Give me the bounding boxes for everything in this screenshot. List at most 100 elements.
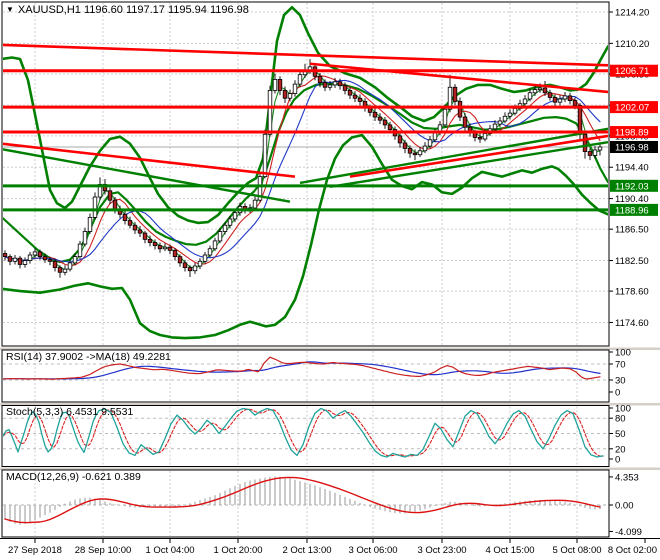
candle-body <box>347 90 353 96</box>
candle-body <box>267 90 273 135</box>
time-axis-label: 3 Oct 23:00 <box>417 545 466 556</box>
candle-body <box>452 86 458 102</box>
bollinger-upper-band[interactable] <box>2 6 608 225</box>
current-price-badge <box>610 141 658 154</box>
candle-body <box>112 199 118 210</box>
red-trendline[interactable] <box>349 134 608 178</box>
candle-body <box>187 267 193 272</box>
candle-body <box>582 133 588 152</box>
candle-body <box>287 93 293 99</box>
candle-body <box>557 98 563 103</box>
candle-body <box>382 119 388 126</box>
candle-body <box>182 262 188 268</box>
candle-body <box>357 97 363 102</box>
rsi-line <box>3 356 601 380</box>
candle-body <box>57 267 63 273</box>
candle-body <box>572 100 578 106</box>
rsi-indicator-label: RSI(14) 37.9002 ->MA(18) 49.2281 <box>6 351 171 363</box>
main-grid <box>3 3 608 345</box>
time-axis-label: 1 Oct 20:00 <box>213 545 262 556</box>
indicator-axis-label: 70 <box>615 360 626 371</box>
main-price-panel[interactable] <box>1 1 610 347</box>
panel-divider[interactable] <box>0 402 660 406</box>
rsi-lines <box>3 356 601 380</box>
candle-body <box>482 133 488 140</box>
candle-body <box>552 97 558 103</box>
green-trendline[interactable] <box>2 148 291 203</box>
panel-divider[interactable] <box>0 466 660 471</box>
candle-body <box>202 254 208 262</box>
price-axis-label: 1182.50 <box>615 256 649 267</box>
price-axis-label: 1194.40 <box>615 163 649 174</box>
candle-body <box>172 249 178 258</box>
candle-body <box>7 256 13 262</box>
main-plot-area[interactable] <box>1 1 610 347</box>
indicator-axis-label: 4.353 <box>615 472 639 483</box>
ma-medium-red-line <box>4 75 601 267</box>
green-trendline[interactable] <box>329 140 608 189</box>
candle-body <box>532 89 538 94</box>
stoch-k-line <box>3 407 604 458</box>
candle-body <box>232 212 238 220</box>
candle-body <box>72 256 78 264</box>
candle-body <box>412 152 418 156</box>
indicator-axis-label: 0.00 <box>615 501 634 512</box>
price-axis-label: 1214.20 <box>615 8 649 19</box>
red-trendline[interactable] <box>2 43 608 67</box>
time-axis-label: 3 Oct 06:00 <box>348 545 397 556</box>
panel-divider[interactable] <box>0 346 660 351</box>
price-badge-label: 1202.07 <box>615 103 649 114</box>
candle-body <box>147 238 153 243</box>
time-axis[interactable]: 27 Sep 2018 28 Sep 10:00 1 Oct 04:00 1 Oct … <box>0 538 660 557</box>
price-axis[interactable]: 1214.201210.201206.301202.301198.401194.… <box>609 8 658 329</box>
candle-body <box>317 75 323 83</box>
red-trendline[interactable] <box>309 62 608 94</box>
candle-body <box>522 98 528 105</box>
price-axis-label: 1210.20 <box>615 39 649 50</box>
candlestick-series[interactable] <box>3 59 603 278</box>
indicator-axis-label: 20 <box>615 444 626 455</box>
candle-body <box>397 135 403 144</box>
price-badge-label: 1188.96 <box>615 205 649 216</box>
candle-body <box>342 85 348 91</box>
indicator-axis-label: 100 <box>615 404 631 415</box>
candle-body <box>542 87 548 94</box>
macd-panel[interactable]: 4.353 0.00 -4.099 <box>1 469 642 538</box>
rsi-panel-grid <box>34 351 578 401</box>
candle-body <box>507 112 513 117</box>
candle-body <box>87 217 93 232</box>
price-axis-label: 1178.60 <box>615 287 649 298</box>
candle-body <box>377 116 383 121</box>
indicator-axis-label: 0 <box>615 455 620 466</box>
candle-body <box>62 268 68 273</box>
indicator-axis-label: 80 <box>615 414 626 425</box>
candle-body <box>162 246 168 250</box>
candle-body <box>372 111 378 118</box>
stoch-indicator-label: Stoch(5,3,3) 6.4531 9.5531 <box>6 406 134 418</box>
time-axis-label: 4 Oct 15:00 <box>485 545 534 556</box>
candle-body <box>322 82 328 88</box>
candle-body <box>477 137 483 140</box>
stoch-d-line <box>3 408 604 457</box>
green-trendline[interactable] <box>299 127 608 185</box>
candle-body <box>132 224 138 231</box>
time-axis-label: 8 Oct 02:00 <box>608 545 657 556</box>
red-trendline[interactable] <box>2 142 296 178</box>
bollinger-lower-band[interactable] <box>2 133 608 340</box>
candle-body <box>52 260 58 268</box>
trendlines-group <box>2 43 608 203</box>
time-axis-label: 5 Oct 08:00 <box>552 545 601 556</box>
candle-body <box>427 139 433 147</box>
candle-body <box>422 145 428 152</box>
candle-body <box>262 133 268 178</box>
candle-body <box>442 108 448 126</box>
symbol-dropdown-icon[interactable]: ▼ <box>6 5 14 14</box>
candle-body <box>492 123 498 130</box>
candle-body <box>597 146 603 151</box>
price-level-badge <box>610 179 658 192</box>
candle-body <box>292 83 298 94</box>
